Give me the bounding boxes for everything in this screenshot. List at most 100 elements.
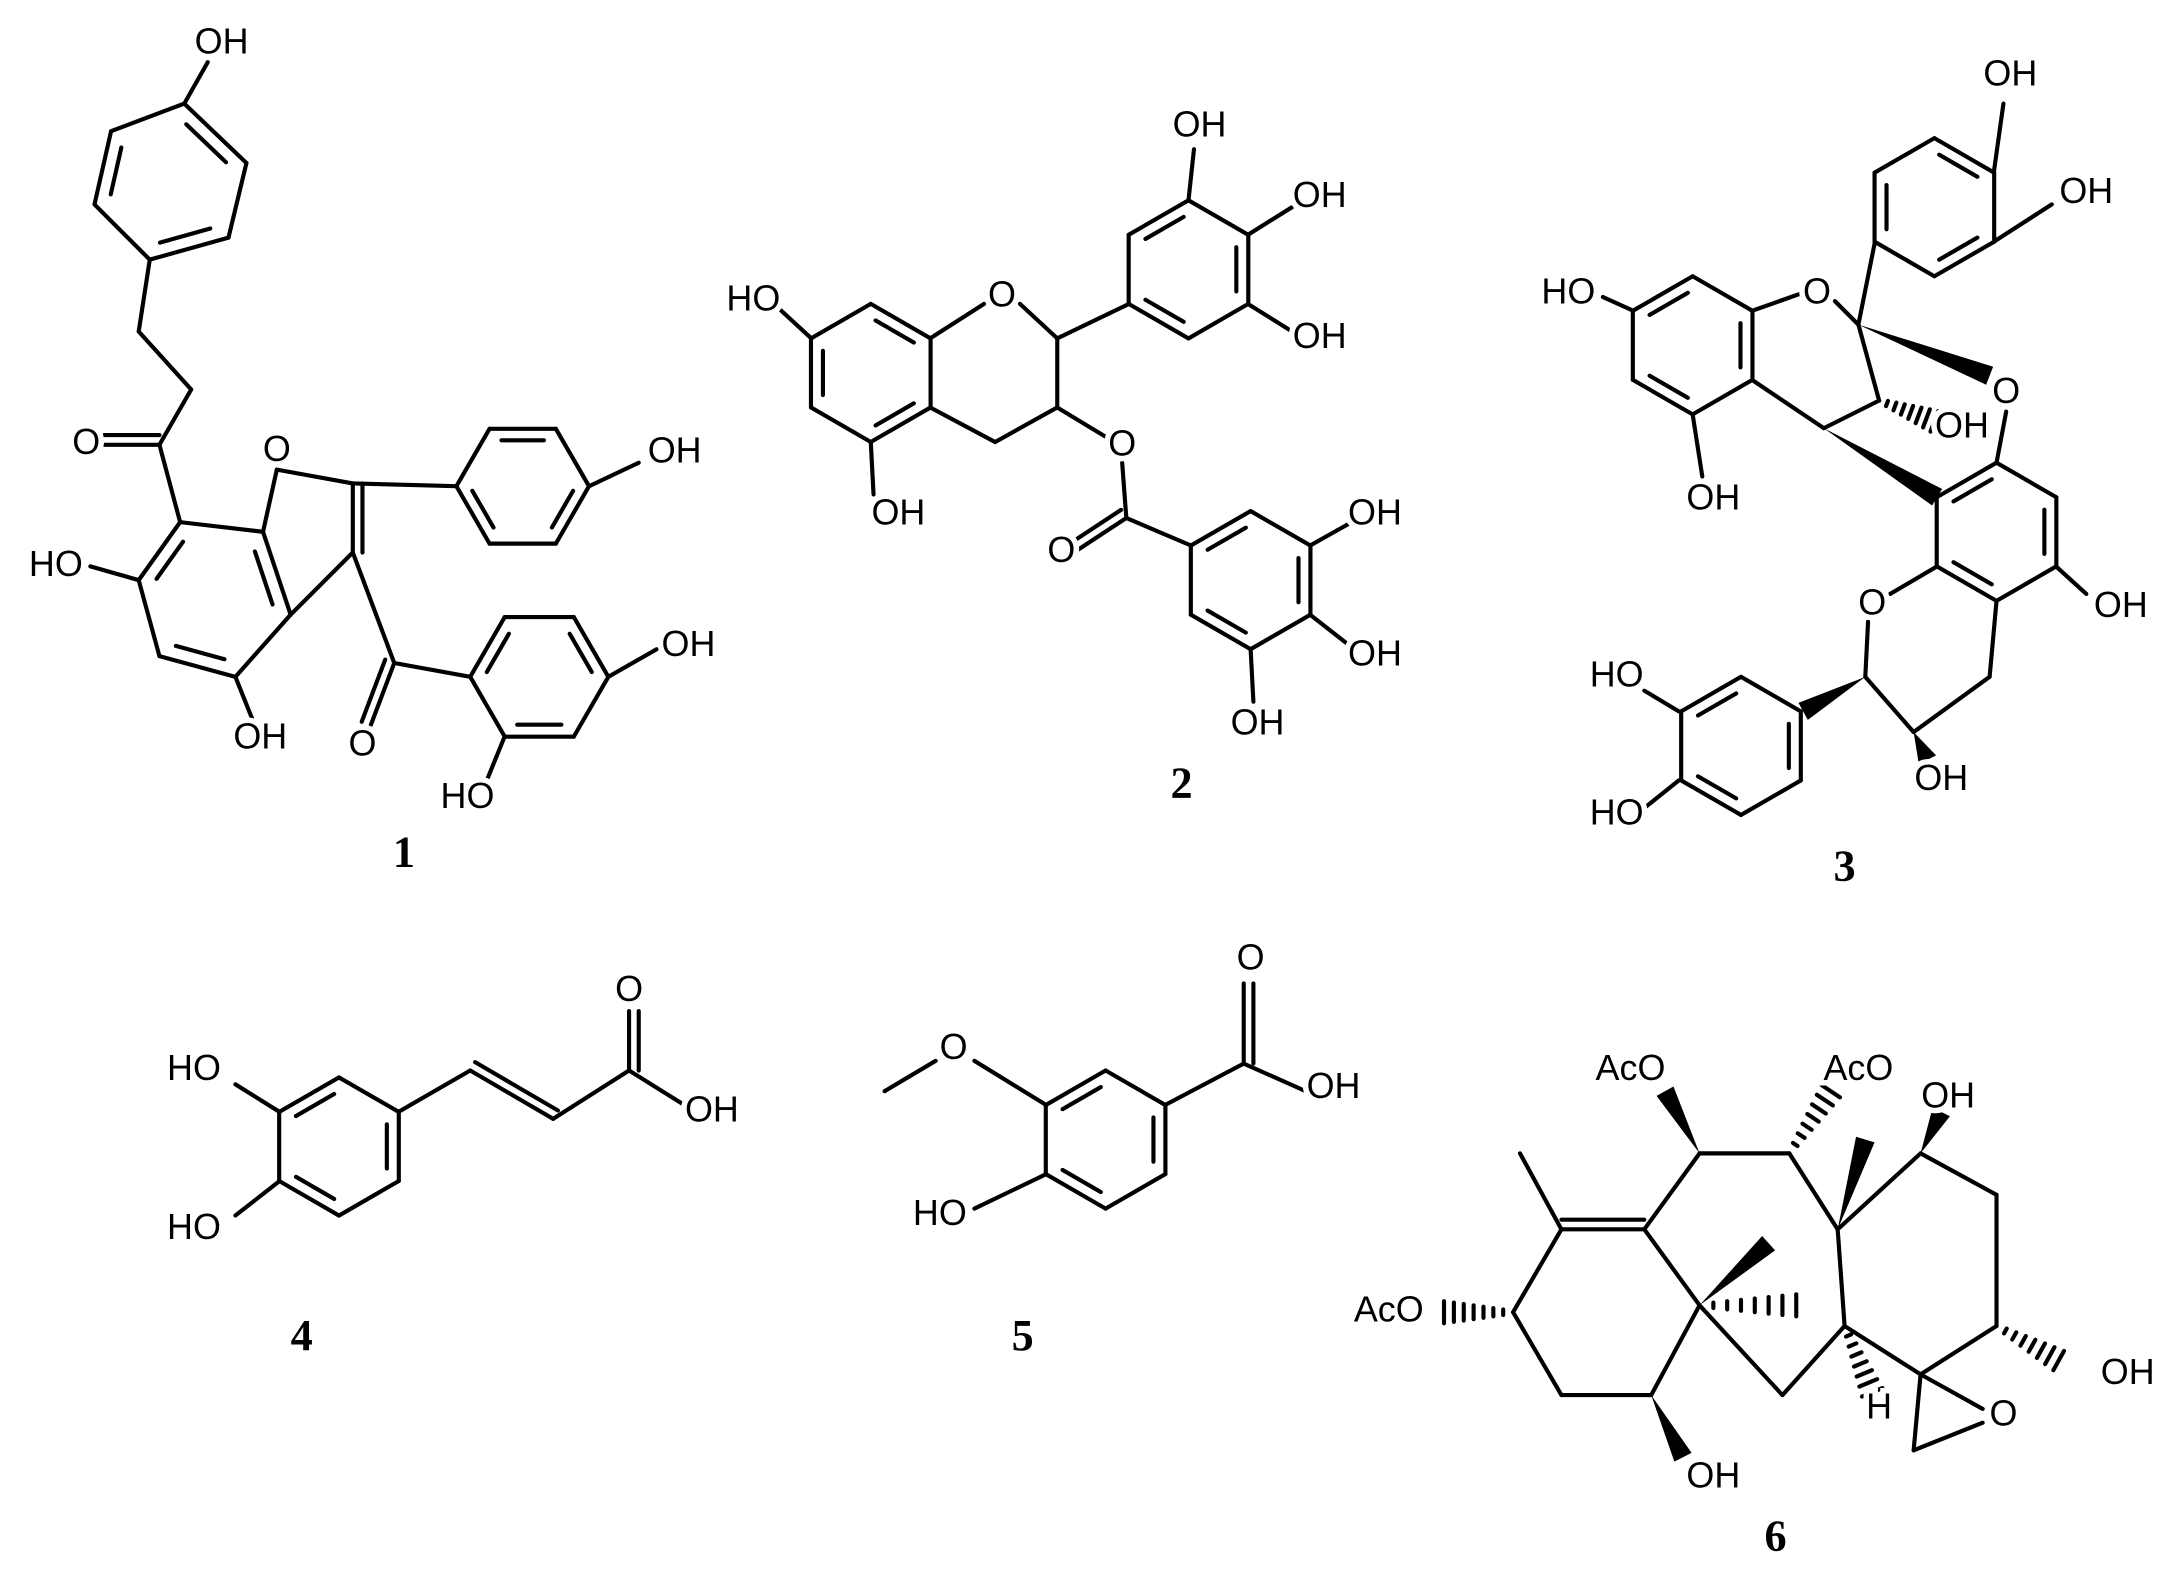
bond	[1911, 1372, 1923, 1453]
atom-label: OH	[2059, 170, 2113, 211]
bond	[1932, 239, 1997, 279]
atom-label: AcO	[1596, 1047, 1666, 1088]
atom-label: OH	[1935, 405, 1989, 446]
bond	[136, 257, 152, 334]
bond	[1679, 778, 1744, 818]
bond	[1856, 239, 1878, 327]
atom-label: OH	[1307, 1065, 1361, 1106]
atom-label: O	[1858, 581, 1886, 622]
bond	[470, 488, 496, 530]
bond	[567, 631, 594, 675]
atom-label: OH	[195, 21, 249, 62]
bond	[928, 405, 998, 445]
atom-label: OH	[2101, 1351, 2155, 1392]
bond	[1642, 1227, 1702, 1308]
bond	[1055, 405, 1112, 442]
bond	[368, 660, 397, 728]
bond	[553, 484, 592, 546]
bond	[288, 550, 355, 617]
bond	[260, 467, 279, 534]
bond	[2053, 564, 2089, 597]
atom-label: H	[1866, 1385, 1892, 1426]
bond	[136, 578, 162, 659]
atom-label: OH	[1921, 1075, 1975, 1116]
bond	[277, 1178, 342, 1218]
bond	[233, 1178, 282, 1218]
bond	[2018, 1333, 2028, 1348]
bond	[868, 439, 876, 497]
bond	[1921, 407, 1932, 430]
bond	[350, 550, 397, 666]
bond	[274, 467, 355, 486]
atom-label: OH	[1293, 174, 1347, 215]
bond	[553, 426, 592, 489]
bond	[484, 631, 511, 675]
atom-label: O	[1237, 936, 1265, 977]
bond	[226, 160, 249, 240]
bond	[1070, 507, 1124, 544]
bond	[1647, 290, 1690, 318]
bond	[1075, 515, 1129, 552]
atom-label: O	[988, 273, 1016, 314]
bond	[1642, 688, 1681, 714]
bond	[1790, 1140, 1800, 1149]
bond	[233, 674, 255, 721]
bond	[2051, 1348, 2067, 1373]
bond	[549, 488, 576, 530]
bond	[1994, 460, 2059, 500]
bond	[1043, 1172, 1108, 1211]
bond	[1809, 1102, 1828, 1116]
bond	[1060, 1167, 1103, 1195]
bond	[92, 202, 152, 262]
bonds	[88, 60, 2089, 1462]
bond	[1642, 778, 1681, 811]
bond	[336, 1178, 401, 1218]
bond	[1162, 1061, 1246, 1108]
bond	[2010, 1330, 2019, 1342]
bond	[277, 1075, 342, 1115]
bond	[252, 549, 275, 607]
bond	[1690, 274, 1755, 313]
bond	[1863, 674, 1916, 735]
bond	[1846, 1341, 1859, 1349]
atom-label: OH	[1348, 492, 1402, 533]
bond	[1994, 409, 2009, 465]
compound-number: 2	[1171, 758, 1193, 807]
bond	[1060, 1084, 1103, 1112]
atom-label: HO	[913, 1192, 967, 1233]
bond	[1186, 198, 1251, 237]
compound-number: 5	[1012, 1311, 1034, 1360]
atom-label: OH	[1686, 1454, 1740, 1495]
bond	[1906, 403, 1916, 421]
bond	[1126, 301, 1191, 341]
atom-label: HO	[167, 1047, 221, 1088]
bond	[1205, 608, 1248, 635]
bond	[1517, 1151, 1564, 1232]
bond	[1738, 778, 1803, 818]
bond	[1918, 1151, 1999, 1197]
bond	[1934, 564, 1999, 603]
bond	[1856, 322, 1882, 403]
bond	[396, 1068, 473, 1115]
bond	[136, 520, 183, 583]
bond	[1842, 1323, 1923, 1377]
bond	[233, 612, 293, 679]
bond	[1642, 1151, 1702, 1232]
atom-label: OH	[662, 623, 716, 664]
bond	[1991, 202, 2054, 244]
bond	[1120, 460, 1129, 521]
bond	[1951, 560, 1994, 587]
bond	[1835, 1227, 1847, 1329]
bond	[1859, 1386, 1885, 1399]
bond	[260, 529, 293, 617]
bond	[1994, 564, 2059, 603]
bond	[1055, 301, 1132, 341]
wedge-bond	[1656, 1086, 1700, 1154]
bond	[233, 1082, 282, 1115]
bond	[1126, 198, 1191, 237]
bond	[1872, 239, 1937, 279]
bond	[1248, 509, 1313, 548]
bond	[1143, 214, 1186, 242]
bond	[1511, 1227, 1564, 1315]
bond	[1819, 1083, 1843, 1100]
